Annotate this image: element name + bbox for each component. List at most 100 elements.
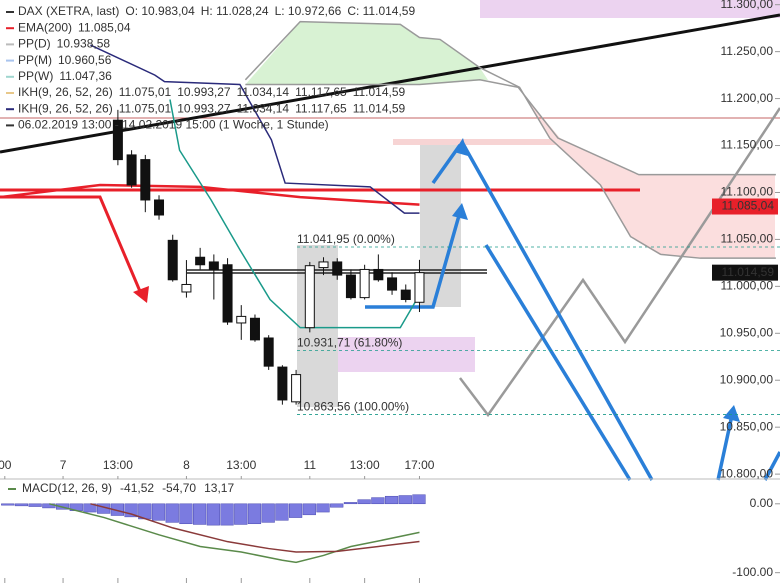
- legend-value: H: 11.028,24: [201, 4, 269, 18]
- macd-bar: [14, 503, 29, 507]
- arrowhead: [454, 138, 468, 156]
- macd-bar: [151, 503, 166, 521]
- y-tick-label: 11.150,00: [721, 138, 774, 152]
- x-tick-label: 17:00: [404, 458, 434, 472]
- macd-bar: [1, 503, 15, 506]
- price-tag: [712, 198, 778, 215]
- indicator-line: [0, 183, 420, 206]
- legend-value: 10.993,27: [177, 101, 231, 115]
- y-tick-label: 10.850,00: [720, 419, 774, 433]
- candle-body: [222, 264, 233, 323]
- candle-body: [140, 159, 151, 201]
- zone: [393, 139, 556, 145]
- legend-value: 11.075,01: [119, 85, 172, 99]
- macd-bar: [316, 503, 330, 513]
- fib-label: 10.931,71 (61.80%): [297, 336, 402, 350]
- arrowhead: [133, 286, 149, 303]
- arrow: [460, 141, 654, 481]
- y-tick-label: 10.950,00: [720, 325, 774, 339]
- arrow: [763, 451, 780, 481]
- legend-value: 11.117,65: [295, 85, 347, 99]
- price-tag-label: 11.014,59: [722, 265, 775, 279]
- y-tick-label: 11.000,00: [721, 279, 774, 293]
- legend-value: 11.034,14: [237, 85, 290, 99]
- candle-body: [304, 265, 315, 329]
- arrow: [484, 244, 632, 481]
- legend-value: 11.075,01: [119, 101, 172, 115]
- legend-label: DAX (XETRA, last): [18, 4, 119, 18]
- macd-line: [90, 503, 420, 553]
- macd-bar: [412, 494, 426, 505]
- x-tick-label: 8: [183, 458, 190, 472]
- legend-value: 11.117,65: [295, 101, 347, 115]
- arrow: [365, 211, 462, 309]
- zone: [297, 245, 338, 407]
- legend-label: PP(D): [18, 37, 51, 51]
- macd-label: MACD(12, 26, 9): [22, 481, 112, 495]
- macd-bar: [165, 503, 179, 523]
- candle-body: [126, 154, 137, 186]
- legend-value: C: 11.014,59: [347, 4, 415, 18]
- legend-label: IKH(9, 26, 52, 26): [18, 85, 113, 99]
- legend-value: 11.014,59: [353, 101, 406, 115]
- macd-value: 13,17: [204, 481, 234, 495]
- legend-value: 11.047,36: [59, 69, 112, 83]
- drawings: [0, 0, 780, 481]
- trend-line: [0, 13, 780, 154]
- macd-bar: [220, 503, 234, 526]
- macd-bar: [261, 503, 275, 523]
- macd-bar: [193, 503, 207, 525]
- macd-tick-label: -100.00: [732, 565, 773, 579]
- y-tick-label: 11.200,00: [721, 91, 774, 105]
- candle-body: [359, 268, 370, 299]
- candle-body: [263, 337, 274, 367]
- legend-value: 10.938,58: [57, 37, 111, 51]
- indicator-line: [244, 20, 776, 259]
- candle-body: [373, 268, 384, 281]
- legend-label: PP(W): [18, 69, 53, 83]
- macd-line: [49, 503, 420, 564]
- arrowhead: [452, 203, 468, 220]
- legend-value: 10.960,56: [58, 53, 112, 67]
- macd-bar: [247, 503, 262, 525]
- x-tick-label: 13:00: [103, 458, 133, 472]
- macd-bar: [28, 503, 42, 507]
- macd-bar: [371, 497, 385, 505]
- candle-body: [414, 272, 425, 303]
- y-tick-label: 11.050,00: [721, 232, 774, 246]
- legend-value: 11.014,59: [353, 85, 406, 99]
- macd-bar: [302, 503, 316, 516]
- macd-bar: [384, 495, 399, 505]
- macd-bar: [234, 503, 248, 525]
- legend-label: IKH(9, 26, 52, 26): [18, 101, 113, 115]
- indicator-line: [169, 99, 421, 329]
- indicator-line: [245, 79, 776, 176]
- blue-arrows: [365, 141, 780, 481]
- candle-body: [181, 283, 192, 293]
- y-tick-label: 11.300,00: [721, 0, 774, 11]
- fib-label: 11.041,95 (0.00%): [297, 232, 395, 246]
- zone: [480, 0, 780, 18]
- price-tag: [712, 264, 778, 281]
- legend-value: 10.993,27: [177, 85, 231, 99]
- arrow: [716, 414, 734, 481]
- candle-body: [277, 366, 288, 401]
- macd-bar: [179, 503, 193, 525]
- zigzag: [459, 107, 780, 418]
- macd-bar: [398, 495, 412, 505]
- legend-value: 11.034,14: [237, 101, 290, 115]
- legend-label: 06.02.2019 13:00 - 14.02.2019 15:00 (1 W…: [18, 118, 329, 132]
- macd-bar: [288, 503, 303, 518]
- candle-body: [345, 274, 356, 299]
- candle-body: [236, 315, 247, 324]
- arrow: [0, 195, 144, 297]
- fib-label: 10.863,56 (100.00%): [297, 400, 409, 414]
- candle-body: [154, 199, 165, 216]
- macd-bar: [206, 503, 220, 526]
- cloud: [488, 80, 775, 258]
- macd-value: -54,70: [162, 481, 196, 495]
- x-tick-label: 11: [304, 458, 317, 472]
- candle-body: [208, 261, 219, 270]
